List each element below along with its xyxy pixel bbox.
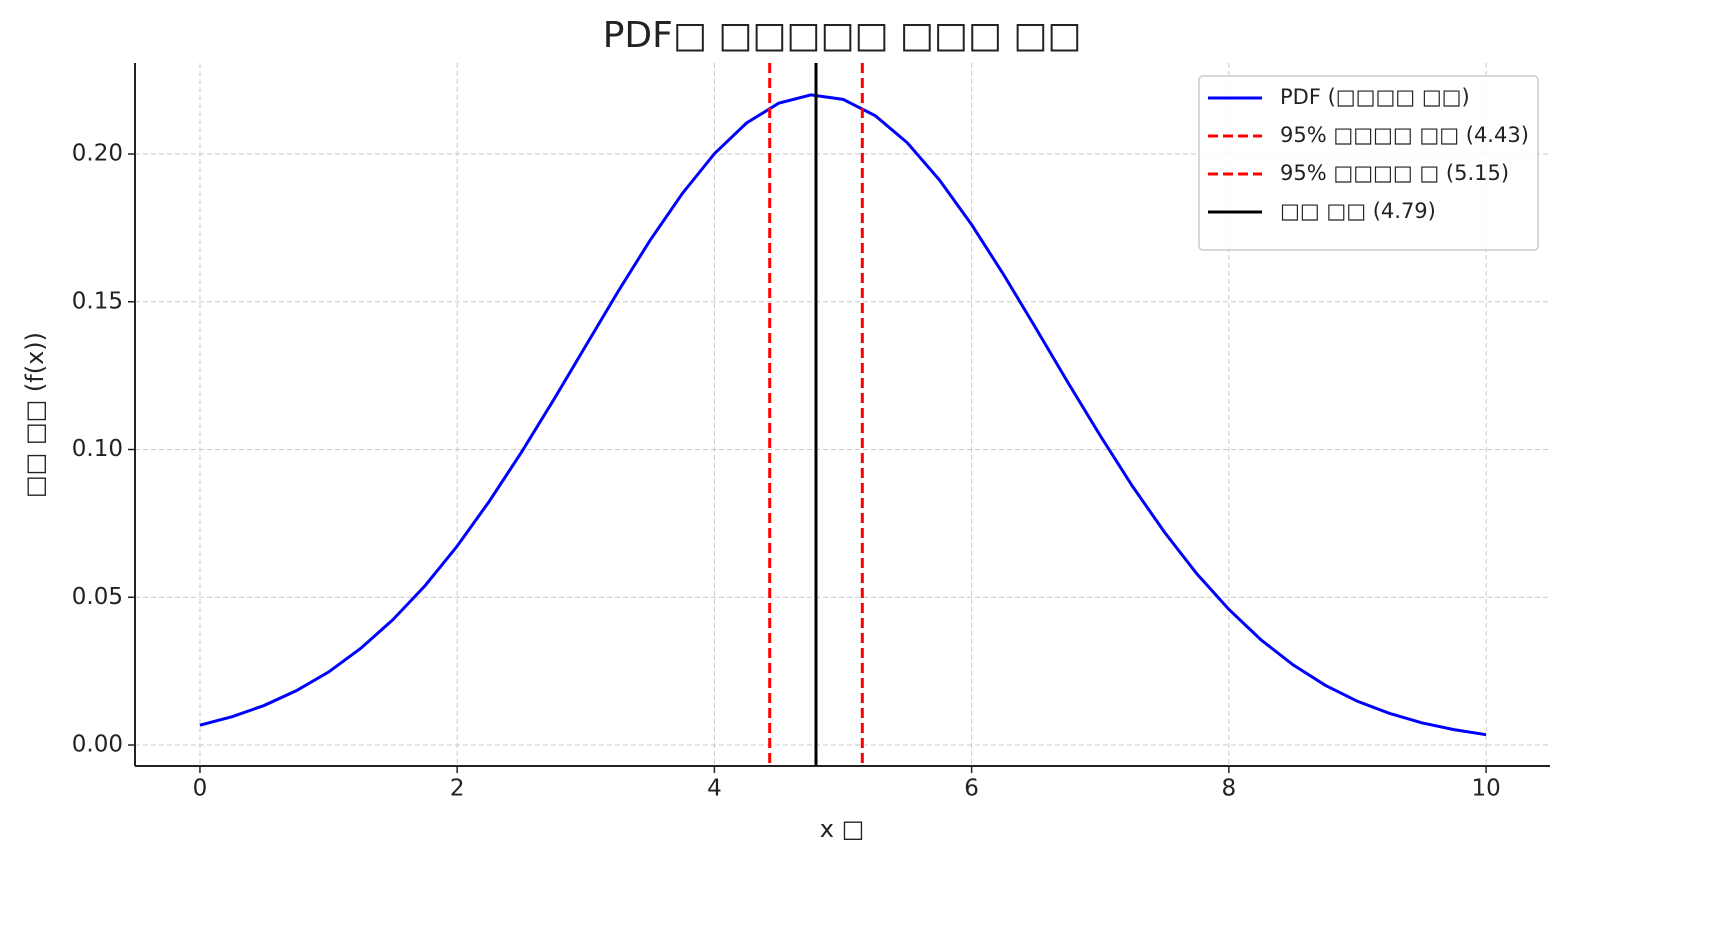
pdf-line [199,93,1487,737]
x-tick-label: 8 [1222,776,1237,802]
y-axis-label: □□ □□ (f(x)) [21,332,49,498]
legend-label: 95% □□□□ □□ (4.43) [1280,123,1529,147]
legend-box [1198,75,1539,251]
x-axis-label: x □ [820,815,865,843]
y-tick-label: 0.05 [72,584,123,610]
y-tick-label: 0.15 [72,288,123,314]
y-tick-label: 0.00 [72,732,123,758]
legend-label: 95% □□□□ □ (5.15) [1280,161,1509,185]
x-tick-label: 10 [1471,776,1500,802]
y-tick-label: 0.20 [72,141,123,167]
x-tick-label: 4 [707,776,722,802]
x-tick-label: 0 [193,776,208,802]
chart-title: PDF□ □□□□□ □□□ □□ [603,15,1082,56]
x-tick-label: 2 [450,776,465,802]
legend-label: □□ □□ (4.79) [1280,199,1436,223]
y-tick-label: 0.10 [72,436,123,462]
x-tick-label: 6 [964,776,979,802]
legend-label: PDF (□□□□ □□) [1280,85,1470,109]
